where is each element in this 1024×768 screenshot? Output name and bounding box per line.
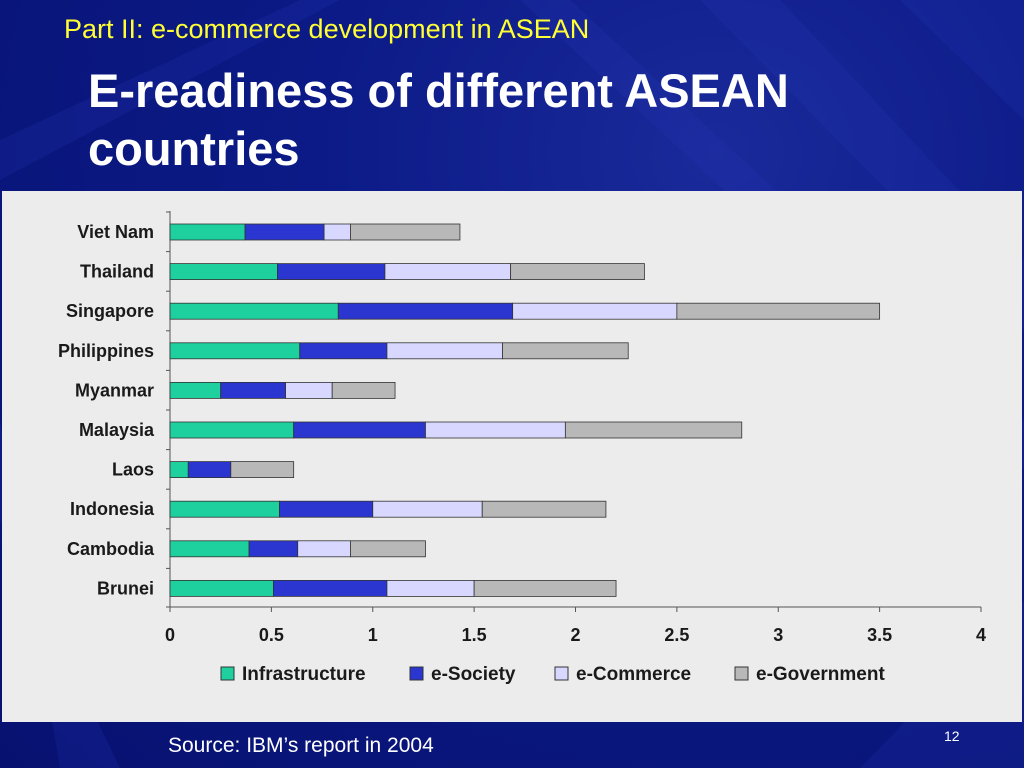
bar-segment [230, 461, 295, 479]
slide-title: E-readiness of different ASEAN countries [88, 64, 789, 175]
bar-segment [220, 381, 286, 399]
legend-swatch [734, 666, 749, 681]
bar-segment [512, 302, 678, 320]
legend-label: e-Commerce [576, 664, 691, 685]
source-note: Source: IBM’s report in 2004 [168, 734, 434, 757]
bar-segment [169, 223, 246, 241]
x-tick-label: 3.5 [867, 625, 892, 645]
category-label: Viet Nam [77, 222, 154, 242]
legend-label: Infrastructure [242, 664, 366, 685]
legend-swatch [554, 666, 569, 681]
bar-segment [169, 302, 339, 320]
bar-segment [502, 342, 629, 360]
x-tick-label: 4 [976, 625, 986, 645]
bar-segment [384, 263, 512, 280]
x-tick-label: 1 [368, 625, 378, 645]
x-tick-label: 2 [570, 625, 580, 645]
bar-segment [323, 223, 351, 241]
bar-segment [510, 263, 645, 280]
bar-segment [350, 223, 461, 241]
category-label: Myanmar [75, 380, 154, 400]
bar-segment [676, 302, 881, 320]
bar-segment [248, 540, 299, 558]
legend-label: e-Government [756, 664, 885, 685]
legend-label: e-Society [431, 664, 516, 685]
bar-segment [285, 381, 333, 399]
bar-segment [169, 381, 222, 399]
bar-segment [169, 342, 301, 360]
bar-segment [187, 461, 232, 479]
x-tick-label: 3 [773, 625, 783, 645]
bar-segment [386, 579, 475, 597]
bar-segment [169, 461, 189, 479]
bar-segment [350, 540, 426, 558]
bar-segment [297, 540, 351, 558]
legend-swatch [220, 666, 235, 681]
x-tick-label: 0.5 [259, 625, 284, 645]
bar-segment [279, 500, 374, 518]
stacked-bar-chart: Viet Nam Thailand Singapore Philippines Myan… [58, 211, 986, 685]
bar-segment [169, 421, 295, 439]
bar-segment [299, 342, 388, 360]
bar-segment [293, 421, 426, 439]
bar-segment [386, 342, 503, 360]
bar-segment [564, 421, 743, 439]
category-label: Cambodia [67, 539, 155, 559]
bar-segment [337, 302, 514, 320]
bar-segment [277, 263, 386, 280]
bar-segment [372, 500, 483, 518]
bar-segment [273, 579, 388, 597]
x-tick-label: 0 [165, 625, 175, 645]
category-label: Brunei [97, 578, 154, 598]
bar-segment [425, 421, 566, 439]
bar-segment [169, 540, 250, 558]
bar-segment [481, 500, 607, 518]
x-tick-label: 1.5 [462, 625, 487, 645]
category-label: Laos [112, 460, 154, 480]
bar-segment [169, 263, 278, 280]
bar-segment [473, 579, 617, 597]
category-label: Thailand [80, 262, 154, 282]
x-tick-label: 2.5 [664, 625, 689, 645]
bar-segment [169, 579, 274, 597]
legend-swatch [409, 666, 424, 681]
category-label: Philippines [58, 341, 154, 361]
bar-segment [169, 500, 280, 518]
part-title: Part II: e-commerce development in ASEAN [64, 14, 590, 44]
category-label: Singapore [66, 301, 154, 321]
bar-segment [244, 223, 325, 241]
category-label: Indonesia [70, 499, 155, 519]
page-number: 12 [944, 728, 960, 744]
category-label: Malaysia [79, 420, 155, 440]
chart-panel: Viet Nam Thailand Singapore Philippines Myan… [2, 191, 1022, 722]
bar-segment [331, 381, 396, 399]
